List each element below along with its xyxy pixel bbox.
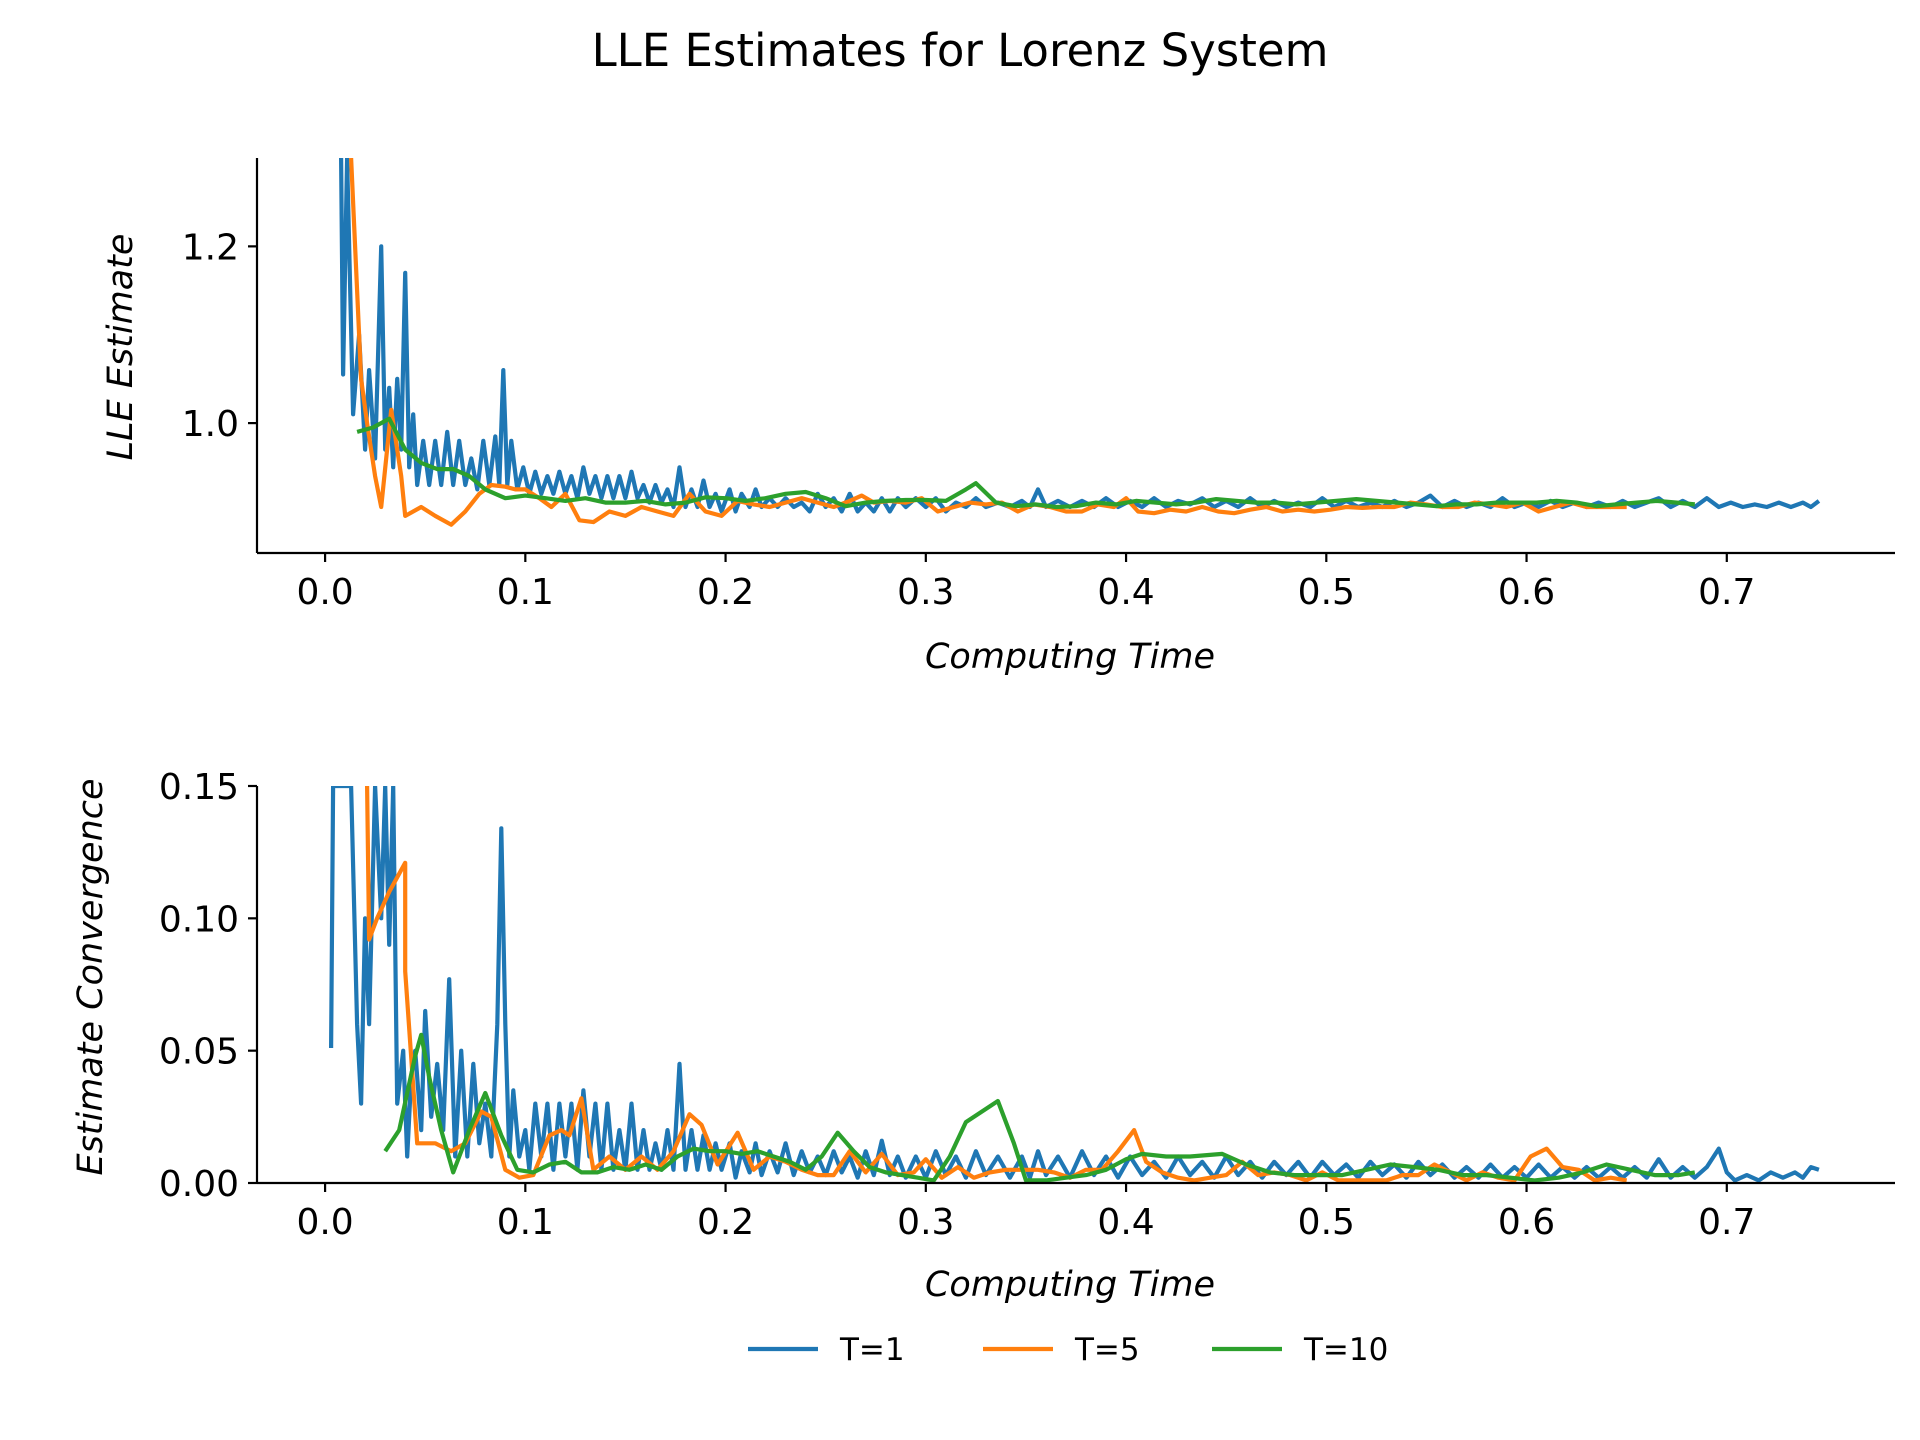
series-line-t5 [365, 786, 1628, 1183]
y-tick-label: 0.15 [159, 767, 239, 808]
y-tick-label: 1.2 [182, 227, 239, 268]
y-tick-label: 1.0 [182, 404, 239, 445]
x-tick-label: 0.2 [697, 1202, 754, 1243]
x-tick-label: 0.4 [1097, 1202, 1154, 1243]
x-tick-label: 0.6 [1498, 572, 1555, 613]
y-tick-label: 0.00 [159, 1164, 239, 1205]
series-line-t10 [383, 1032, 1696, 1183]
x-tick-label: 0.0 [296, 1202, 353, 1243]
x-tick-label: 0.6 [1498, 1202, 1555, 1243]
figure-title: LLE Estimates for Lorenz System [592, 24, 1329, 77]
x-tick-label: 0.5 [1298, 572, 1355, 613]
x-tick-label: 0.1 [497, 572, 554, 613]
x-tick-label: 0.2 [697, 572, 754, 613]
top-y-axis-label: LLE Estimate [101, 234, 141, 461]
series-group [339, 158, 1821, 527]
x-tick-label: 0.5 [1298, 1202, 1355, 1243]
series-line-t5 [349, 158, 1627, 527]
series-line-t1 [329, 786, 1820, 1183]
x-tick-label: 0.0 [296, 572, 353, 613]
y-tick-label: 0.05 [159, 1032, 239, 1073]
x-tick-label: 0.3 [897, 572, 954, 613]
x-tick-label: 0.3 [897, 1202, 954, 1243]
x-tick-label: 0.7 [1698, 572, 1755, 613]
series-line-t10 [356, 416, 1696, 510]
bottom-y-axis-label: Estimate Convergence [71, 778, 111, 1175]
bottom-x-axis-label: Computing Time [925, 1265, 1215, 1305]
top-axes-lle-estimate: LLE Estimate Computing Time 0.0 0.1 0.2 0.3… [101, 158, 1895, 677]
series-group [329, 786, 1820, 1183]
y-tick-label: 0.10 [159, 899, 239, 940]
x-tick-label: 0.7 [1698, 1202, 1755, 1243]
legend: T=1 T=5 T=10 [748, 1332, 1388, 1368]
legend-label-t10: T=10 [1303, 1332, 1388, 1368]
series-line-t1 [339, 158, 1821, 514]
legend-label-t1: T=1 [839, 1332, 905, 1368]
legend-label-t5: T=5 [1074, 1332, 1140, 1368]
x-tick-label: 0.1 [497, 1202, 554, 1243]
x-tick-label: 0.4 [1097, 572, 1154, 613]
top-x-axis-label: Computing Time [925, 637, 1215, 677]
bottom-axes-estimate-convergence: Estimate Convergence Computing Time 0.0 0… [71, 767, 1895, 1305]
